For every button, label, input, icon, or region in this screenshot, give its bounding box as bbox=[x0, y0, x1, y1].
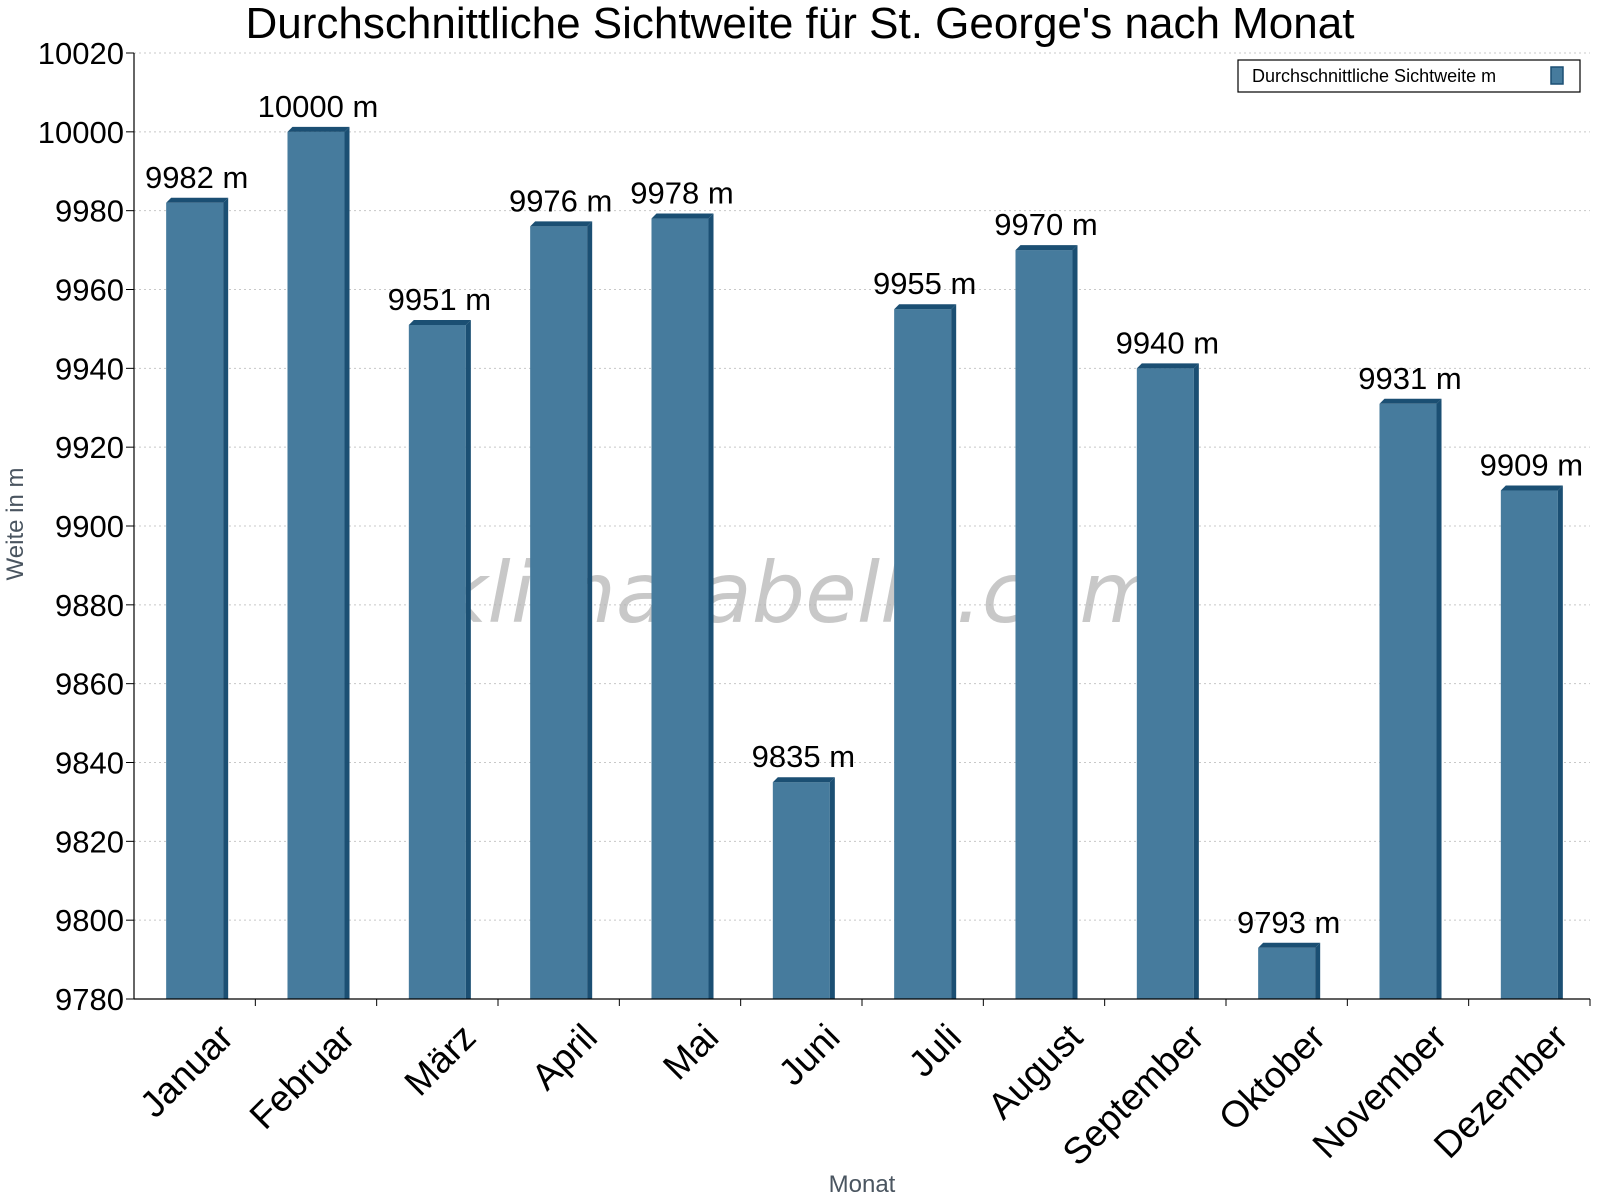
bar-top bbox=[408, 319, 471, 325]
x-tick-label: Juni bbox=[771, 1016, 848, 1093]
x-tick-label: August bbox=[980, 1016, 1091, 1127]
data-label: 9955 m bbox=[873, 266, 976, 301]
bar-top bbox=[1379, 398, 1442, 404]
x-tick-label: März bbox=[397, 1016, 484, 1103]
y-tick-label: 10000 bbox=[38, 115, 124, 150]
y-tick-label: 9960 bbox=[55, 273, 124, 308]
data-label: 9793 m bbox=[1237, 905, 1340, 940]
bar-top bbox=[166, 197, 229, 203]
legend-label: Durchschnittliche Sichtweite m bbox=[1252, 66, 1496, 86]
bar-face bbox=[772, 782, 830, 999]
bar-august bbox=[1015, 245, 1078, 1000]
data-label: 9970 m bbox=[994, 207, 1097, 242]
legend-swatch bbox=[1550, 66, 1564, 85]
bar-side bbox=[344, 126, 350, 1000]
y-tick-label: 9820 bbox=[55, 824, 124, 859]
bar-januar bbox=[166, 197, 229, 1000]
y-tick-label: 9880 bbox=[55, 588, 124, 623]
x-tick-label: Februar bbox=[242, 1016, 363, 1137]
y-tick-label: 9780 bbox=[55, 982, 124, 1017]
data-label: 9909 m bbox=[1480, 448, 1583, 483]
bar-side bbox=[1436, 398, 1442, 999]
bar-juli bbox=[894, 304, 957, 999]
x-tick-label: April bbox=[524, 1016, 605, 1097]
data-label: 9982 m bbox=[145, 160, 248, 195]
bar-top bbox=[1258, 942, 1321, 948]
data-label: 9951 m bbox=[388, 282, 491, 317]
bar-märz bbox=[408, 319, 471, 1000]
axes bbox=[126, 52, 1591, 1006]
gridlines bbox=[134, 52, 1590, 921]
bar-side bbox=[587, 221, 593, 999]
y-tick-labels: 9780 9800 9820 9840 9860 9880 9900 9920 9940 9960… bbox=[38, 36, 124, 1017]
bar-face bbox=[894, 309, 952, 999]
bar-juni bbox=[772, 777, 835, 999]
bar-side bbox=[1072, 245, 1078, 1000]
bar-top bbox=[894, 304, 957, 310]
bars bbox=[166, 126, 1563, 1000]
bar-side bbox=[708, 213, 714, 1000]
y-tick-label: 9980 bbox=[55, 194, 124, 229]
x-tick-label: Oktober bbox=[1211, 1016, 1333, 1138]
bar-face bbox=[530, 226, 588, 999]
bar-februar bbox=[287, 126, 350, 1000]
data-label: 9931 m bbox=[1358, 361, 1461, 396]
bar-dezember bbox=[1500, 485, 1563, 999]
bar-face bbox=[1379, 403, 1437, 999]
y-tick-label: 10020 bbox=[38, 36, 124, 71]
bar-side bbox=[465, 319, 471, 1000]
data-label: 9835 m bbox=[752, 739, 855, 774]
y-axis-title: Weite in m bbox=[2, 468, 29, 581]
bar-face bbox=[1136, 368, 1194, 999]
x-tick-label: Januar bbox=[132, 1016, 241, 1125]
bar-side bbox=[223, 197, 229, 1000]
bar-top bbox=[1500, 485, 1563, 491]
y-tick-label: 9840 bbox=[55, 746, 124, 781]
data-labels: 9982 m 10000 m 9951 m 9976 m 9978 m 9835 m 995… bbox=[145, 89, 1583, 940]
x-tick-label: Juli bbox=[901, 1016, 969, 1084]
bar-side bbox=[829, 777, 835, 999]
bar-side bbox=[1315, 942, 1321, 999]
legend-box bbox=[1237, 59, 1581, 93]
bar-face bbox=[1258, 947, 1316, 999]
x-axis-title: Monat bbox=[829, 1171, 896, 1198]
bar-top bbox=[1136, 363, 1199, 369]
x-tick-label: Dezember bbox=[1426, 1016, 1576, 1166]
bar-face bbox=[408, 324, 466, 1000]
bar-face bbox=[1015, 250, 1073, 1000]
data-label: 9940 m bbox=[1116, 325, 1219, 360]
bar-top bbox=[530, 221, 593, 227]
y-tick-label: 9940 bbox=[55, 351, 124, 386]
bar-mai bbox=[651, 213, 714, 1000]
bar-top bbox=[1015, 245, 1078, 251]
bar-oktober bbox=[1258, 942, 1321, 999]
bar-side bbox=[1193, 363, 1199, 999]
bar-side bbox=[951, 304, 957, 999]
y-tick-label: 9920 bbox=[55, 430, 124, 465]
bar-top bbox=[772, 777, 835, 783]
bar-face bbox=[651, 218, 709, 1000]
data-label: 9976 m bbox=[509, 183, 612, 218]
x-tick-labels: Januar Februar März April Mai Juni Juli AugustS… bbox=[132, 1016, 1576, 1173]
bar-top bbox=[651, 213, 714, 219]
x-tick-label: Mai bbox=[655, 1016, 726, 1087]
y-tick-label: 9860 bbox=[55, 667, 124, 702]
data-label: 10000 m bbox=[258, 89, 379, 124]
bar-face bbox=[287, 131, 345, 1000]
bar-face bbox=[1500, 490, 1558, 999]
y-tick-label: 9800 bbox=[55, 903, 124, 938]
y-tick-label: 9900 bbox=[55, 509, 124, 544]
bar-september bbox=[1136, 363, 1199, 999]
bar-face bbox=[166, 202, 224, 1000]
bar-side bbox=[1557, 485, 1563, 999]
chart-title: Durchschnittliche Sichtweite für St. Geo… bbox=[246, 0, 1355, 48]
legend: Durchschnittliche Sichtweite m bbox=[1237, 59, 1581, 93]
bar-april bbox=[530, 221, 593, 999]
bar-top bbox=[287, 126, 350, 132]
bar-november bbox=[1379, 398, 1442, 999]
data-label: 9978 m bbox=[630, 176, 733, 211]
